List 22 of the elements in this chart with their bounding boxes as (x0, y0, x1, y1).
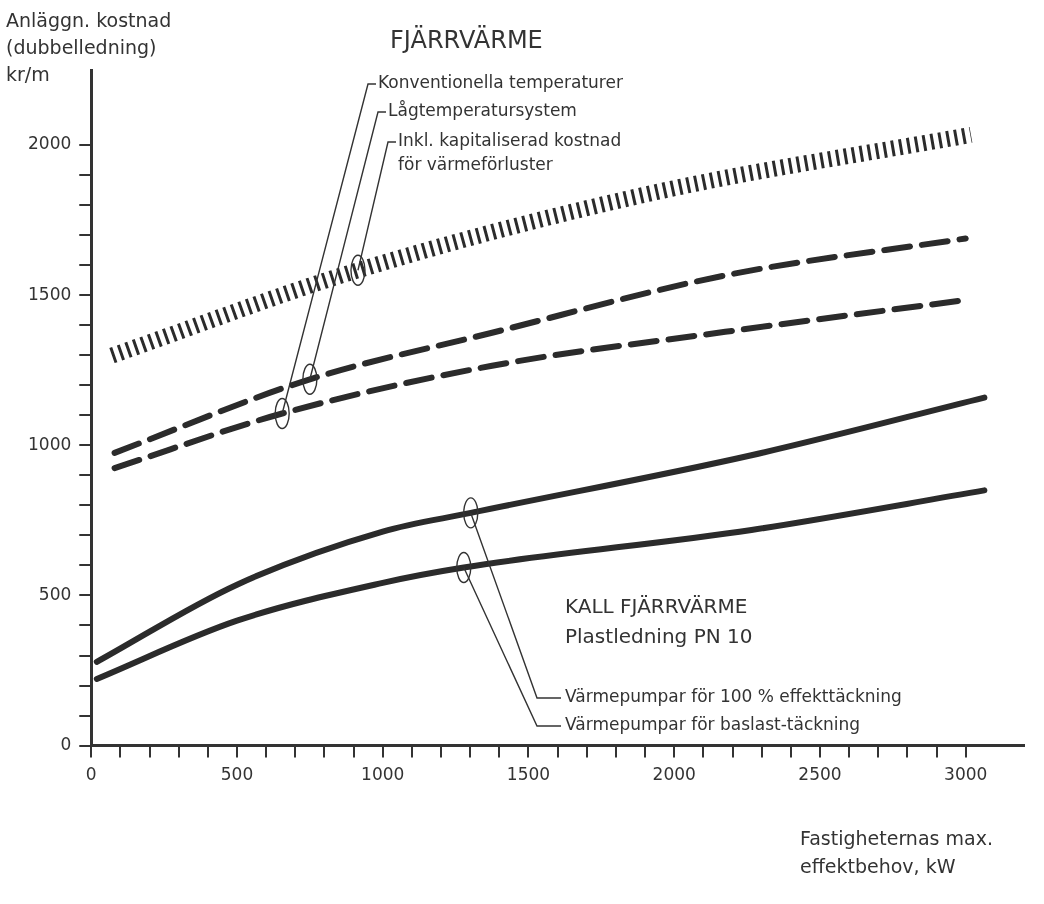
annotation: Plastledning PN 10 (565, 624, 753, 649)
text: Värmepumpar för baslast-täckning (565, 714, 861, 735)
x-axis-title: Fastigheternas max. effektbehov, kW (800, 826, 993, 877)
y-tick-label: 2000 (28, 133, 72, 154)
y-axis-title: Anläggn. kostnad (dubbelledning) kr/m (6, 8, 172, 85)
x-tick-label: 0 (85, 764, 97, 785)
x-tick-label: 1500 (506, 764, 551, 785)
x-tick-label: 3000 (944, 764, 988, 785)
chart-title: FJÄRRVÄRME (390, 25, 543, 55)
text: Lågtemperatursystem (388, 100, 577, 121)
text: Värmepumpar för 100 % effekttäckning (565, 686, 902, 707)
y-tick-label: 500 (38, 583, 72, 604)
annotation: KALL FJÄRRVÄRME (565, 594, 748, 619)
x-tick-label: 2500 (798, 764, 842, 785)
y-tick-label: 1500 (28, 283, 72, 304)
x-tick-label: 500 (220, 764, 254, 785)
text: Konventionella temperaturer (378, 72, 623, 93)
x-tick-label: 2000 (652, 764, 696, 785)
x-tick-label: 1000 (361, 764, 405, 785)
series-label: Inkl. kapitaliserad kostnad för värmeförluster (398, 130, 622, 175)
y-tick-label: 1000 (28, 433, 72, 454)
y-tick-label: 0 (60, 734, 72, 755)
